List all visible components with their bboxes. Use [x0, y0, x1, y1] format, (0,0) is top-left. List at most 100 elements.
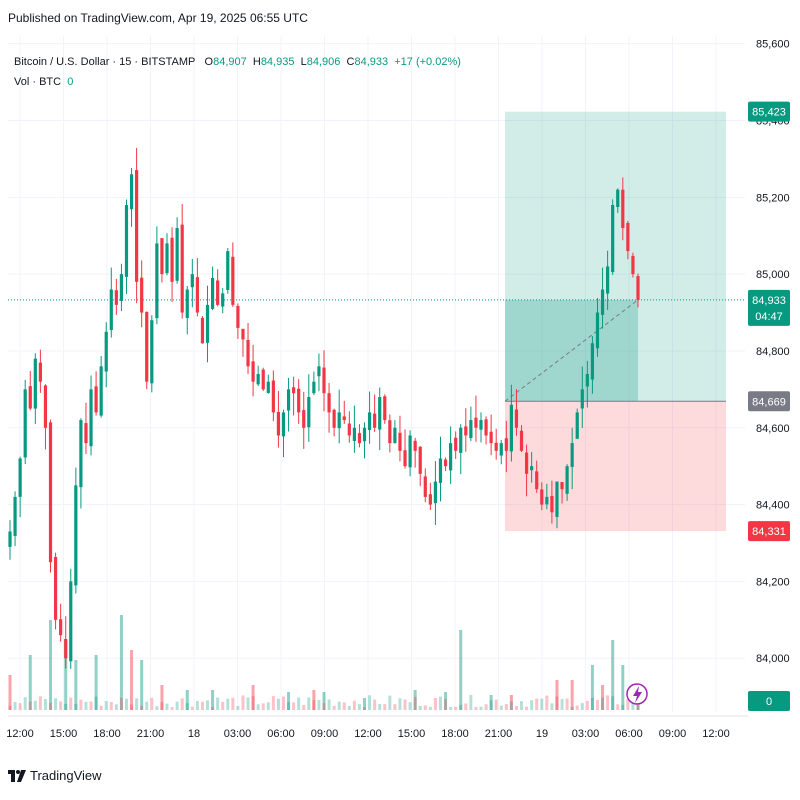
- volume-bar-small: [64, 703, 68, 710]
- legend-symbol[interactable]: Bitcoin / U.S. Dollar · 15 · BITSTAMP: [14, 56, 196, 68]
- volume-bar-small: [428, 706, 432, 710]
- volume-bar-small: [520, 701, 524, 710]
- volume-bar-small: [403, 699, 407, 710]
- candle-body: [79, 420, 83, 488]
- candle-body: [408, 435, 412, 468]
- volume-bar: [160, 685, 164, 710]
- legend-volume-label[interactable]: Vol · BTC: [14, 76, 62, 88]
- candle-body: [580, 389, 584, 409]
- volume-bar-small: [621, 704, 625, 710]
- candle-body: [261, 369, 265, 390]
- candle-body: [210, 277, 215, 309]
- candle-body: [393, 427, 397, 444]
- legend-high-key: H: [252, 56, 261, 68]
- price-axis[interactable]: 85,60085,40085,20085,00084,80084,60084,4…: [756, 39, 790, 666]
- volume-bar-small: [114, 704, 118, 710]
- volume-bar-small: [393, 704, 397, 710]
- volume-bar-small: [590, 697, 594, 710]
- candle-body: [38, 362, 42, 382]
- candle-body: [443, 459, 448, 467]
- candle-body: [373, 413, 377, 428]
- chart-legend: Bitcoin / U.S. Dollar · 15 · BITSTAMP O8…: [14, 52, 461, 92]
- volume-bar-small: [160, 702, 164, 710]
- candle-body: [221, 293, 225, 307]
- candle-body: [362, 427, 367, 442]
- price-chart[interactable]: 85,60085,40085,20085,00084,80084,60084,4…: [0, 0, 800, 750]
- volume-bar-small: [570, 706, 574, 710]
- volume-bar-small: [595, 700, 599, 710]
- candle-body: [357, 433, 362, 444]
- profit-fill: [505, 299, 638, 402]
- candle-body: [190, 274, 194, 288]
- volume-bar-small: [363, 706, 367, 710]
- lightning-icon[interactable]: [626, 683, 648, 705]
- candle-body: [631, 255, 635, 275]
- volume-bar-small: [585, 700, 589, 710]
- time-tick-label: 18:00: [441, 728, 469, 740]
- volume-bar-small: [423, 705, 427, 710]
- candle-body: [104, 331, 108, 372]
- candle-body: [226, 251, 230, 290]
- volume-bar-small: [499, 705, 503, 710]
- volume-bar-small: [459, 704, 463, 710]
- candle-body: [459, 427, 463, 453]
- volume-bar-small: [221, 701, 225, 710]
- volume-bar-small: [84, 701, 88, 710]
- candle-body: [266, 381, 270, 393]
- time-tick-label: 12:00: [354, 728, 382, 740]
- candle-body: [205, 304, 210, 343]
- volume-bar-small: [74, 703, 78, 710]
- long-position-tool[interactable]: [8, 111, 745, 532]
- volume-bar-small: [175, 701, 179, 710]
- price-tick-label: 84,200: [756, 576, 790, 588]
- time-tick-label: 03:00: [572, 728, 600, 740]
- volume-bar-small: [307, 697, 311, 710]
- target-zone[interactable]: [505, 111, 726, 402]
- candle-body: [8, 531, 12, 547]
- volume-bar-small: [580, 703, 584, 710]
- candle-body: [69, 581, 73, 662]
- candle-body: [129, 174, 134, 210]
- time-tick-label: 09:00: [311, 728, 339, 740]
- volume-bar: [363, 698, 367, 710]
- legend-open-value: 84,907: [213, 56, 247, 68]
- candle-body: [119, 274, 124, 301]
- volume-bar-small: [226, 698, 230, 710]
- candle-body: [560, 482, 564, 490]
- price-labels: 85,423 84,933 04:47 84,669 84,331 0: [748, 101, 790, 711]
- candle-body: [195, 277, 199, 313]
- candle-body: [449, 443, 453, 471]
- candle-body: [626, 222, 630, 252]
- stop-zone[interactable]: [505, 401, 726, 532]
- candle-body: [530, 466, 534, 471]
- candle-body: [585, 374, 589, 387]
- candle-body: [271, 380, 275, 413]
- candle-body: [33, 358, 37, 409]
- volume-bar-small: [565, 698, 569, 710]
- time-axis[interactable]: 12:00 15:00 18:00 21:00 18 03:00 06:00 09:00 12:…: [6, 715, 748, 740]
- candle-body: [18, 458, 22, 497]
- candle-body: [570, 443, 574, 467]
- price-tick-label: 84,800: [756, 346, 790, 358]
- candle-body: [307, 397, 311, 428]
- volume-bar: [621, 665, 625, 710]
- candle-body: [175, 228, 179, 281]
- volume-bar-small: [388, 695, 392, 710]
- brand[interactable]: TradingView: [8, 768, 102, 783]
- candle-body: [524, 452, 529, 474]
- volume-bar-small: [59, 701, 63, 710]
- candle-body: [550, 495, 554, 513]
- candle-body: [74, 485, 78, 586]
- volume-bar-small: [190, 706, 194, 710]
- candle-body: [160, 238, 164, 275]
- candle-body: [13, 496, 17, 536]
- legend-volume-value: 0: [67, 76, 74, 88]
- candle-body: [23, 389, 27, 458]
- candle-body: [555, 481, 559, 517]
- volume-bar: [94, 655, 98, 710]
- volume-bar-small: [489, 700, 493, 710]
- volume-bar-small: [43, 698, 47, 710]
- candle-body: [337, 412, 341, 429]
- volume-bar-small: [418, 705, 422, 710]
- candle-body: [383, 396, 387, 421]
